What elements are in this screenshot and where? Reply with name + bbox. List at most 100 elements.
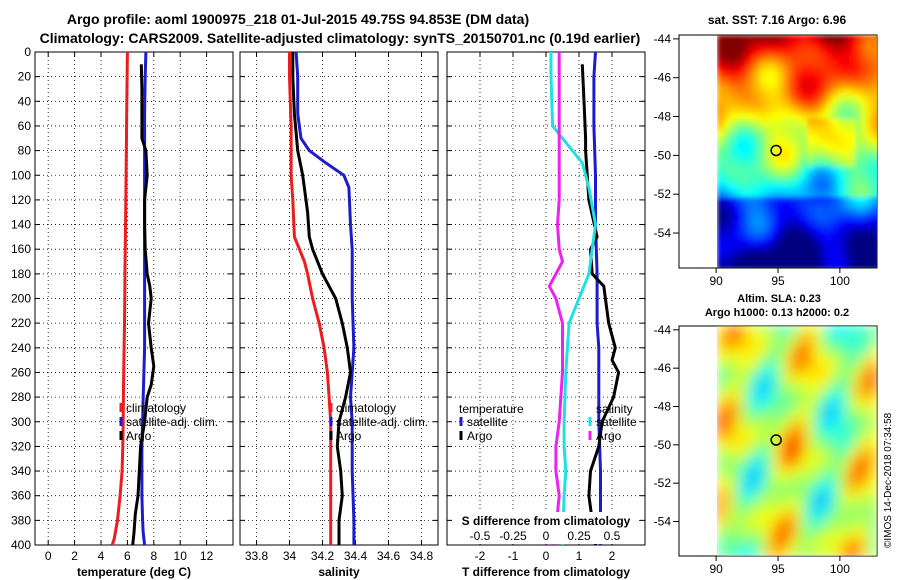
sst-cell bbox=[777, 83, 784, 90]
sst-cell bbox=[807, 179, 814, 186]
sst-cell bbox=[759, 245, 766, 252]
sla-cell bbox=[749, 502, 758, 511]
sla-cell bbox=[845, 494, 854, 503]
sst-map-y-tick-label: -48 bbox=[654, 110, 672, 124]
sst-cell bbox=[765, 95, 772, 102]
sst-cell bbox=[825, 185, 832, 192]
sst-cell bbox=[831, 251, 838, 258]
sla-cell bbox=[773, 326, 782, 335]
sst-cell bbox=[753, 119, 760, 126]
sla-cell bbox=[733, 430, 742, 439]
sst-cell bbox=[873, 161, 877, 168]
sst-cell bbox=[849, 41, 856, 48]
temperature-x-tick-label: 10 bbox=[174, 549, 188, 563]
sla-cell bbox=[789, 454, 798, 463]
sla-cell bbox=[853, 542, 862, 551]
sst-cell bbox=[861, 95, 868, 102]
sst-cell bbox=[795, 113, 802, 120]
sst-cell bbox=[747, 215, 754, 222]
sst-cell bbox=[777, 179, 784, 186]
sst-cell bbox=[873, 239, 877, 246]
sla-cell bbox=[813, 406, 822, 415]
sst-cell bbox=[855, 227, 862, 234]
sla-cell bbox=[869, 430, 877, 439]
sst-cell bbox=[771, 203, 778, 210]
sla-cell bbox=[829, 438, 838, 447]
sst-cell bbox=[765, 245, 772, 252]
sst-cell bbox=[807, 149, 814, 156]
sst-cell bbox=[717, 167, 724, 174]
sst-cell bbox=[813, 239, 820, 246]
sst-cell bbox=[783, 251, 790, 258]
sst-cell bbox=[837, 167, 844, 174]
sst-cell bbox=[807, 251, 814, 258]
sst-cell bbox=[747, 107, 754, 114]
sla-cell bbox=[733, 382, 742, 391]
sst-cell bbox=[807, 161, 814, 168]
sst-cell bbox=[837, 35, 844, 42]
sst-cell bbox=[837, 143, 844, 150]
sst-cell bbox=[807, 221, 814, 228]
temperature-y-tick-label: 340 bbox=[11, 464, 31, 478]
sst-cell bbox=[825, 173, 832, 180]
sst-cell bbox=[873, 47, 877, 54]
sst-cell bbox=[807, 233, 814, 240]
sst-cell bbox=[849, 53, 856, 60]
sst-cell bbox=[807, 215, 814, 222]
sla-cell bbox=[805, 398, 814, 407]
sst-cell bbox=[783, 245, 790, 252]
sst-cell bbox=[723, 167, 730, 174]
sst-cell bbox=[747, 89, 754, 96]
sst-cell bbox=[819, 257, 826, 264]
sst-cell bbox=[759, 95, 766, 102]
sst-cell bbox=[729, 227, 736, 234]
sst-cell bbox=[849, 257, 856, 264]
sst-cell bbox=[729, 143, 736, 150]
sst-cell bbox=[801, 149, 808, 156]
sst-cell bbox=[867, 113, 874, 120]
sla-cell bbox=[837, 542, 846, 551]
temperature-x-tick-label: 4 bbox=[98, 549, 105, 563]
sla-cell bbox=[717, 478, 726, 487]
sla-cell bbox=[781, 358, 790, 367]
sst-cell bbox=[735, 167, 742, 174]
sst-cell bbox=[765, 149, 772, 156]
sst-cell bbox=[795, 77, 802, 84]
sst-cell bbox=[795, 53, 802, 60]
sla-cell bbox=[717, 406, 726, 415]
sst-cell bbox=[831, 191, 838, 198]
sst-cell bbox=[831, 263, 838, 268]
sst-cell bbox=[789, 167, 796, 174]
sst-cell bbox=[777, 155, 784, 162]
sst-cell bbox=[843, 53, 850, 60]
sst-cell bbox=[861, 101, 868, 108]
sst-cell bbox=[807, 143, 814, 150]
sst-cell bbox=[831, 143, 838, 150]
sst-cell bbox=[801, 83, 808, 90]
sst-cell bbox=[765, 113, 772, 120]
sst-cell bbox=[729, 155, 736, 162]
sla-cell bbox=[725, 358, 734, 367]
sla-cell bbox=[773, 390, 782, 399]
sst-cell bbox=[789, 143, 796, 150]
salinity-x-axis-label: salinity bbox=[318, 565, 360, 579]
sla-cell bbox=[789, 326, 798, 335]
sla-cell bbox=[861, 326, 870, 335]
sla-cell bbox=[829, 470, 838, 479]
sst-cell bbox=[849, 245, 856, 252]
sst-cell bbox=[717, 203, 724, 210]
sst-cell bbox=[783, 59, 790, 66]
sst-cell bbox=[831, 41, 838, 48]
sst-cell bbox=[813, 155, 820, 162]
sla-cell bbox=[837, 358, 846, 367]
sla-cell bbox=[773, 342, 782, 351]
sst-cell bbox=[783, 221, 790, 228]
sla-cell bbox=[861, 510, 870, 519]
sla-cell bbox=[717, 502, 726, 511]
sla-cell bbox=[837, 494, 846, 503]
sst-cell bbox=[741, 215, 748, 222]
sla-cell bbox=[773, 494, 782, 503]
sst-cell bbox=[819, 227, 826, 234]
sla-cell bbox=[821, 350, 830, 359]
sla-cell bbox=[717, 358, 726, 367]
